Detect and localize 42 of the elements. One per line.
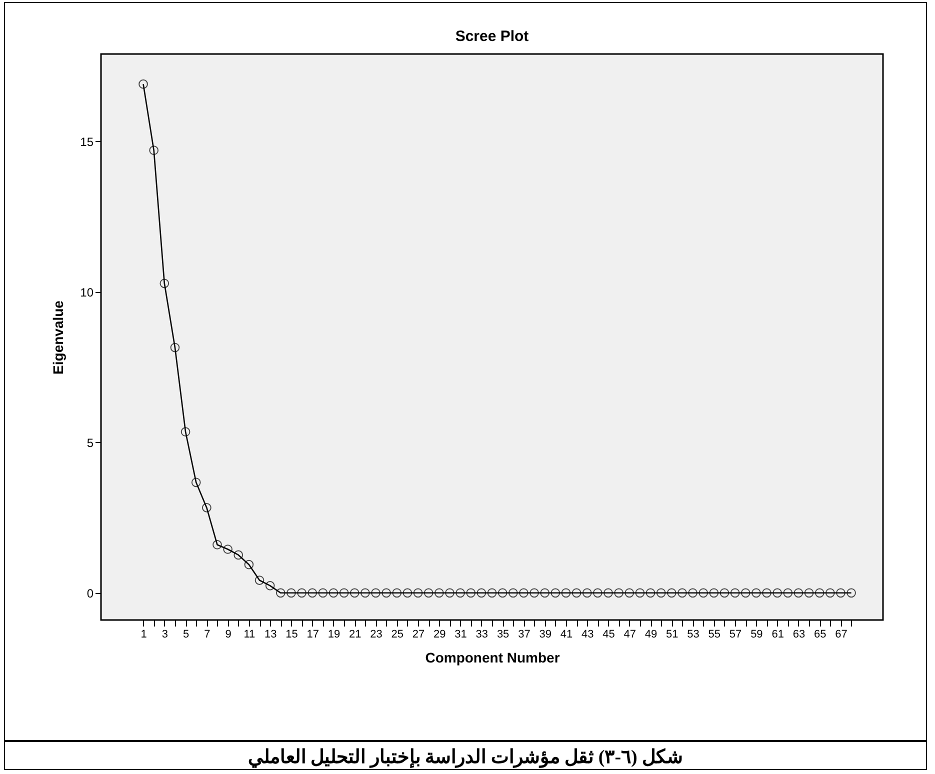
x-tick-label: 29 (434, 628, 446, 640)
x-tick-label: 59 (750, 628, 763, 640)
x-tick-label: 55 (708, 628, 721, 640)
chart-title: Scree Plot (455, 28, 529, 45)
x-tick-label: 43 (581, 628, 594, 640)
x-tick-label: 39 (539, 628, 552, 640)
y-tick-label: 15 (80, 134, 94, 149)
x-axis-title: Component Number (425, 650, 560, 666)
text: شكل (٦-٣) ثقل مؤشرات الدراسة بإختبار التحليل العاملي (5, 740, 926, 769)
x-tick-label: 15 (286, 628, 298, 640)
y-tick-label: 5 (86, 436, 94, 450)
x-tick-label: 61 (772, 628, 784, 640)
x-tick-label: 49 (644, 628, 658, 640)
x-tick-label: 57 (729, 628, 742, 640)
x-tick-label: 63 (792, 628, 806, 640)
x-tick-label: 19 (328, 628, 340, 640)
x-tick-label: 21 (348, 628, 362, 640)
x-tick-label: 27 (412, 628, 425, 640)
x-tick-label: 11 (244, 628, 256, 640)
y-tick-label: 10 (80, 285, 94, 300)
x-tick-label: 25 (391, 628, 404, 640)
x-tick-label: 67 (835, 628, 848, 640)
x-tick-label: 65 (814, 628, 826, 640)
y-tick-label: 0 (86, 586, 94, 600)
x-tick-label: 41 (560, 628, 573, 640)
x-tick-label: 45 (602, 628, 615, 640)
x-tick-label: 51 (666, 628, 678, 640)
x-tick-label: 31 (454, 628, 467, 640)
x-tick-label: 13 (264, 628, 277, 640)
x-tick-label: 35 (496, 628, 510, 640)
x-tick-label: 7 (204, 628, 210, 640)
x-tick-label: 1 (140, 628, 147, 640)
x-tick-label: 53 (687, 628, 700, 640)
x-tick-label: 47 (624, 628, 636, 640)
x-tick-label: 3 (162, 628, 168, 640)
x-tick-label: 9 (225, 628, 232, 640)
x-tick-label: 17 (306, 628, 319, 640)
x-tick-label: 37 (518, 628, 530, 640)
y-axis-title: Eigenvalue (50, 300, 66, 374)
x-tick-label: 33 (476, 628, 488, 640)
x-tick-label: 23 (370, 628, 382, 640)
x-tick-label: 5 (182, 628, 190, 640)
